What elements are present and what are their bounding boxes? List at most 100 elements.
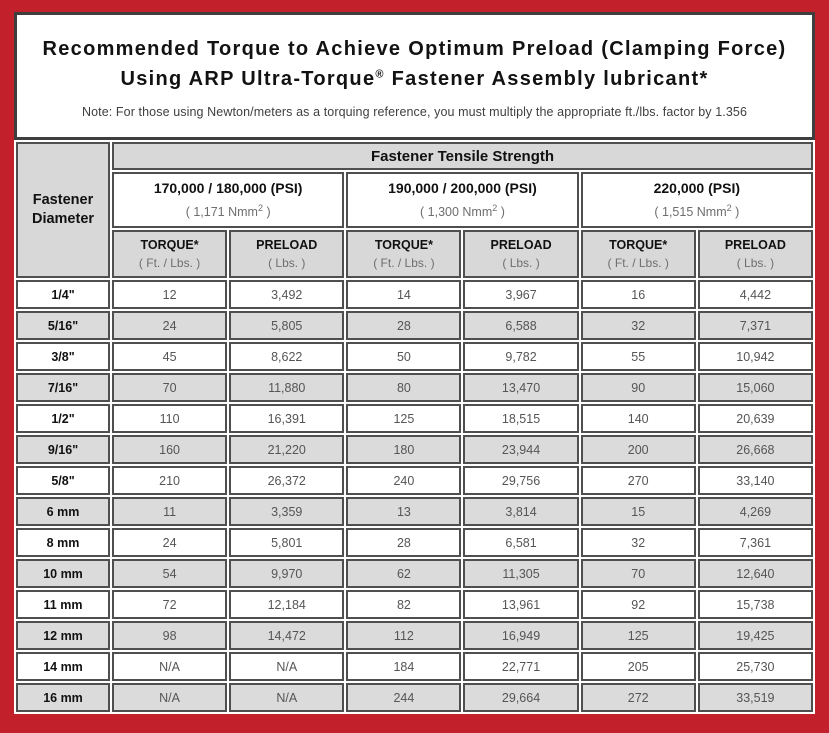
value-cell: 4,442 [697,280,813,309]
title-line-2-prefix: Using ARP Ultra-Torque [120,67,376,90]
value-cell: 16,949 [463,621,579,650]
registered-trademark-symbol: ® [375,67,385,80]
value-cell: 28 [346,311,462,340]
diameter-cell: 1/4" [16,280,110,309]
value-cell: 9,970 [229,559,345,588]
value-cell: 244 [346,683,462,712]
psi-group-header-3: 220,000 (PSI) ( 1,515 Nmm2 ) [580,172,813,228]
value-cell: 140 [580,404,696,433]
value-cell: 90 [580,373,696,402]
torque-column-header-3: TORQUE* ( Ft. / Lbs. ) [580,230,696,278]
value-cell: 29,756 [463,466,579,495]
page-title: Recommended Torque to Achieve Optimum Pr… [42,34,786,94]
value-cell: 15,060 [697,373,813,402]
value-cell: 3,359 [229,497,345,526]
psi-group-header-2: 190,000 / 200,000 (PSI) ( 1,300 Nmm2 ) [346,172,579,228]
value-cell: 3,814 [463,497,579,526]
value-cell: 7,361 [697,528,813,557]
psi-value-3: 220,000 (PSI) [653,180,740,197]
diameter-cell: 5/8" [16,466,110,495]
diameter-cell: 5/16" [16,311,110,340]
value-cell: 98 [112,621,228,650]
value-cell: 200 [580,435,696,464]
value-cell: N/A [112,652,228,681]
value-cell: 50 [346,342,462,371]
value-cell: 9,782 [463,342,579,371]
value-cell: 12 [112,280,228,309]
table-row: 10 mm 54 9,970 62 11,305 70 12,640 [16,559,813,588]
value-cell: 3,492 [229,280,345,309]
table-row: 5/8" 210 26,372 240 29,756 270 33,140 [16,466,813,495]
table-row: 1/4" 12 3,492 14 3,967 16 4,442 [16,280,813,309]
diameter-cell: 10 mm [16,559,110,588]
value-cell: 4,269 [697,497,813,526]
nmm-value-2: ( 1,300 Nmm2 ) [420,203,505,220]
value-cell: 24 [112,311,228,340]
value-cell: 15 [580,497,696,526]
value-cell: 22,771 [463,652,579,681]
value-cell: 13,961 [463,590,579,619]
value-cell: 210 [112,466,228,495]
table-row: 12 mm 98 14,472 112 16,949 125 19,425 [16,621,813,650]
value-cell: 272 [580,683,696,712]
psi-value-2: 190,000 / 200,000 (PSI) [388,180,537,197]
psi-value-1: 170,000 / 180,000 (PSI) [153,180,303,197]
value-cell: 92 [580,590,696,619]
value-cell: 16,391 [229,404,345,433]
value-cell: 6,588 [463,311,579,340]
value-cell: 3,967 [463,280,579,309]
fastener-diameter-header: Fastener Diameter [16,142,110,278]
value-cell: 112 [346,621,462,650]
title-box: Recommended Torque to Achieve Optimum Pr… [14,12,815,140]
diameter-cell: 7/16" [16,373,110,402]
value-cell: 160 [112,435,228,464]
table-body: 1/4" 12 3,492 14 3,967 16 4,442 5/16" 24 5,805 28 6… [16,280,813,712]
value-cell: 10,942 [697,342,813,371]
diameter-cell: 1/2" [16,404,110,433]
value-cell: 32 [580,528,696,557]
table-row: 1/2" 110 16,391 125 18,515 140 20,639 [16,404,813,433]
title-line-2-suffix: Fastener Assembly lubricant* [384,67,709,90]
value-cell: 205 [580,652,696,681]
value-cell: 125 [580,621,696,650]
preload-column-header-3: PRELOAD ( Lbs. ) [697,230,813,278]
value-cell: 72 [112,590,228,619]
table-row: 11 mm 72 12,184 82 13,961 92 15,738 [16,590,813,619]
value-cell: 13,470 [463,373,579,402]
value-cell: 32 [580,311,696,340]
fastener-diameter-header-line2: Diameter [31,211,95,227]
value-cell: 125 [346,404,462,433]
note-text: Note: For those using Newton/meters as a… [81,104,747,119]
value-cell: 14 [346,280,462,309]
value-cell: 16 [580,280,696,309]
preload-column-header-1: PRELOAD ( Lbs. ) [229,230,345,278]
nmm-value-1: ( 1,171 Nmm2 ) [185,203,271,220]
value-cell: 24 [112,528,228,557]
value-cell: 82 [346,590,462,619]
value-cell: 26,372 [229,466,345,495]
diameter-cell: 3/8" [16,342,110,371]
tensile-strength-row: Fastener Diameter Fastener Tensile Stren… [16,142,813,278]
table-row: 5/16" 24 5,805 28 6,588 32 7,371 [16,311,813,340]
value-cell: 54 [112,559,228,588]
value-cell: 180 [346,435,462,464]
value-cell: 55 [580,342,696,371]
value-cell: 12,640 [697,559,813,588]
value-cell: 13 [346,497,462,526]
torque-table: Fastener Diameter Fastener Tensile Stren… [14,140,815,714]
value-cell: 45 [112,342,228,371]
value-cell: 110 [112,404,228,433]
psi-group-row: 170,000 / 180,000 (PSI) ( 1,171 Nmm2 ) 1… [16,172,813,228]
value-cell: 270 [580,466,696,495]
value-cell: N/A [229,652,345,681]
value-cell: 240 [346,466,462,495]
value-cell: 33,140 [697,466,813,495]
table-row: 8 mm 24 5,801 28 6,581 32 7,361 [16,528,813,557]
value-cell: 7,371 [697,311,813,340]
value-cell: 23,944 [463,435,579,464]
diameter-cell: 9/16" [16,435,110,464]
value-cell: N/A [112,683,228,712]
diameter-cell: 14 mm [16,652,110,681]
value-cell: 70 [580,559,696,588]
diameter-cell: 6 mm [16,497,110,526]
